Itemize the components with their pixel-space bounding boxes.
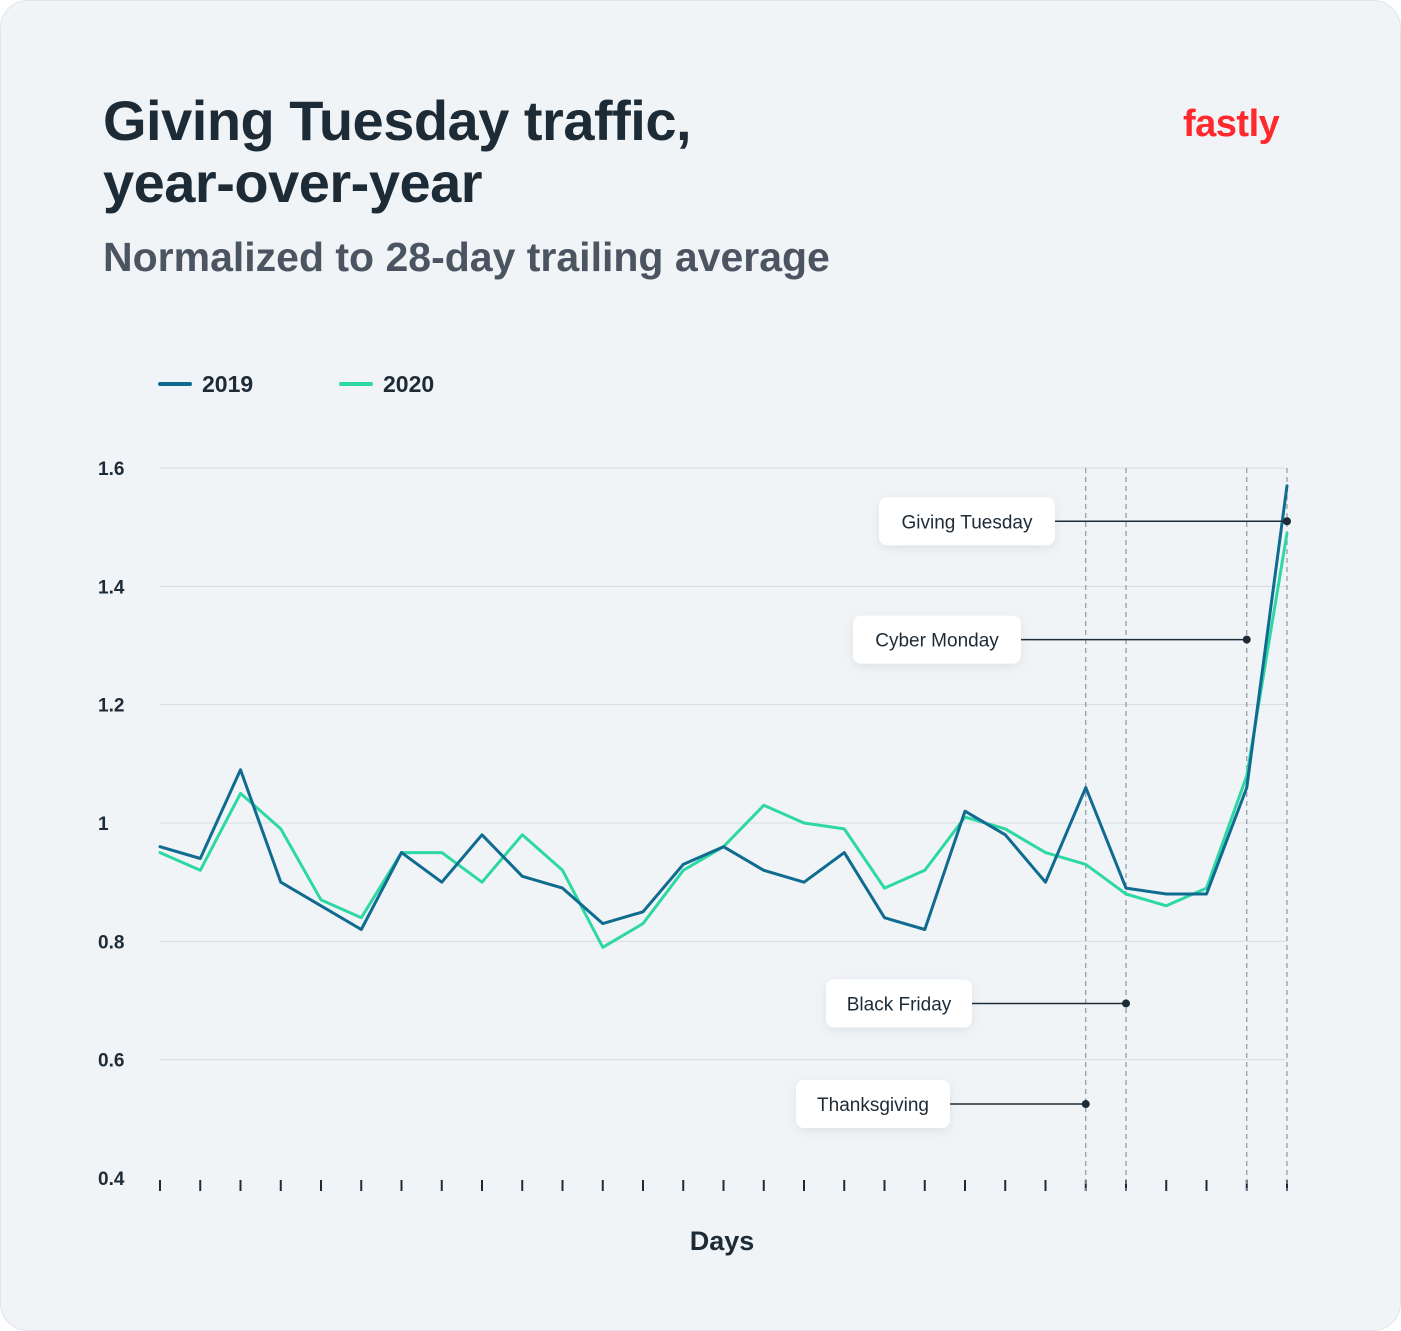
series-line-2019 bbox=[158, 484, 1289, 931]
annotation-label: Black Friday bbox=[847, 994, 952, 1015]
annotation-dot bbox=[1122, 999, 1130, 1008]
y-axis-tick-labels: 0.4 0.6 0.8 1 1.2 1.4 1.6 bbox=[98, 459, 125, 1190]
annotation-label: Thanksgiving bbox=[817, 1095, 929, 1116]
annotation-box bbox=[853, 615, 1021, 664]
legend-swatch-2019 bbox=[158, 382, 192, 386]
legend-item-2020: 2020 bbox=[339, 368, 434, 400]
annotation-dot bbox=[1242, 635, 1251, 644]
y-tick-label: 0.6 bbox=[98, 1051, 124, 1072]
y-tick-label: 0.8 bbox=[98, 932, 124, 953]
fastly-logo: fastly bbox=[1183, 103, 1280, 145]
y-tick-label: 0.4 bbox=[98, 1169, 125, 1190]
series-lines bbox=[158, 484, 1289, 949]
x-axis-label: Days bbox=[689, 1226, 755, 1256]
annotation-box bbox=[879, 497, 1055, 546]
x-axis-ticks bbox=[159, 1180, 1288, 1191]
legend-swatch-2020 bbox=[339, 382, 373, 386]
y-tick-label: 1.2 bbox=[98, 696, 124, 717]
event-guide-lines bbox=[1085, 468, 1288, 1191]
annotation-dot bbox=[1283, 517, 1291, 526]
legend-label-2019: 2019 bbox=[202, 370, 254, 397]
annotation-thanksgiving: Thanksgiving bbox=[796, 1080, 1090, 1129]
legend-item-2019: 2019 bbox=[158, 368, 253, 400]
annotation-box bbox=[826, 979, 972, 1028]
title-line-2: year-over-year bbox=[103, 151, 483, 214]
annotation-black-friday: Black Friday bbox=[826, 979, 1130, 1028]
annotation-label: Cyber Monday bbox=[875, 631, 999, 652]
chart-subtitle: Normalized to 28-day trailing average bbox=[103, 234, 830, 280]
annotation-dot bbox=[1081, 1100, 1090, 1109]
title-line-1: Giving Tuesday traffic, bbox=[103, 89, 692, 152]
legend-label-2020: 2020 bbox=[383, 370, 435, 397]
y-tick-label: 1.6 bbox=[98, 459, 124, 480]
annotation-giving-tuesday: Giving Tuesday bbox=[879, 497, 1291, 546]
event-annotations: Giving Tuesday Cyber Monday Black Friday Th… bbox=[796, 497, 1291, 1129]
annotation-box bbox=[796, 1080, 950, 1129]
y-tick-label: 1 bbox=[98, 814, 109, 835]
gridlines bbox=[160, 467, 1287, 1061]
y-tick-label: 1.4 bbox=[98, 577, 125, 598]
series-line-2020 bbox=[158, 531, 1289, 949]
page-title: Giving Tuesday traffic, year-over-year bbox=[103, 90, 1003, 214]
annotation-label: Giving Tuesday bbox=[902, 512, 1033, 533]
annotation-cyber-monday: Cyber Monday bbox=[853, 615, 1251, 664]
